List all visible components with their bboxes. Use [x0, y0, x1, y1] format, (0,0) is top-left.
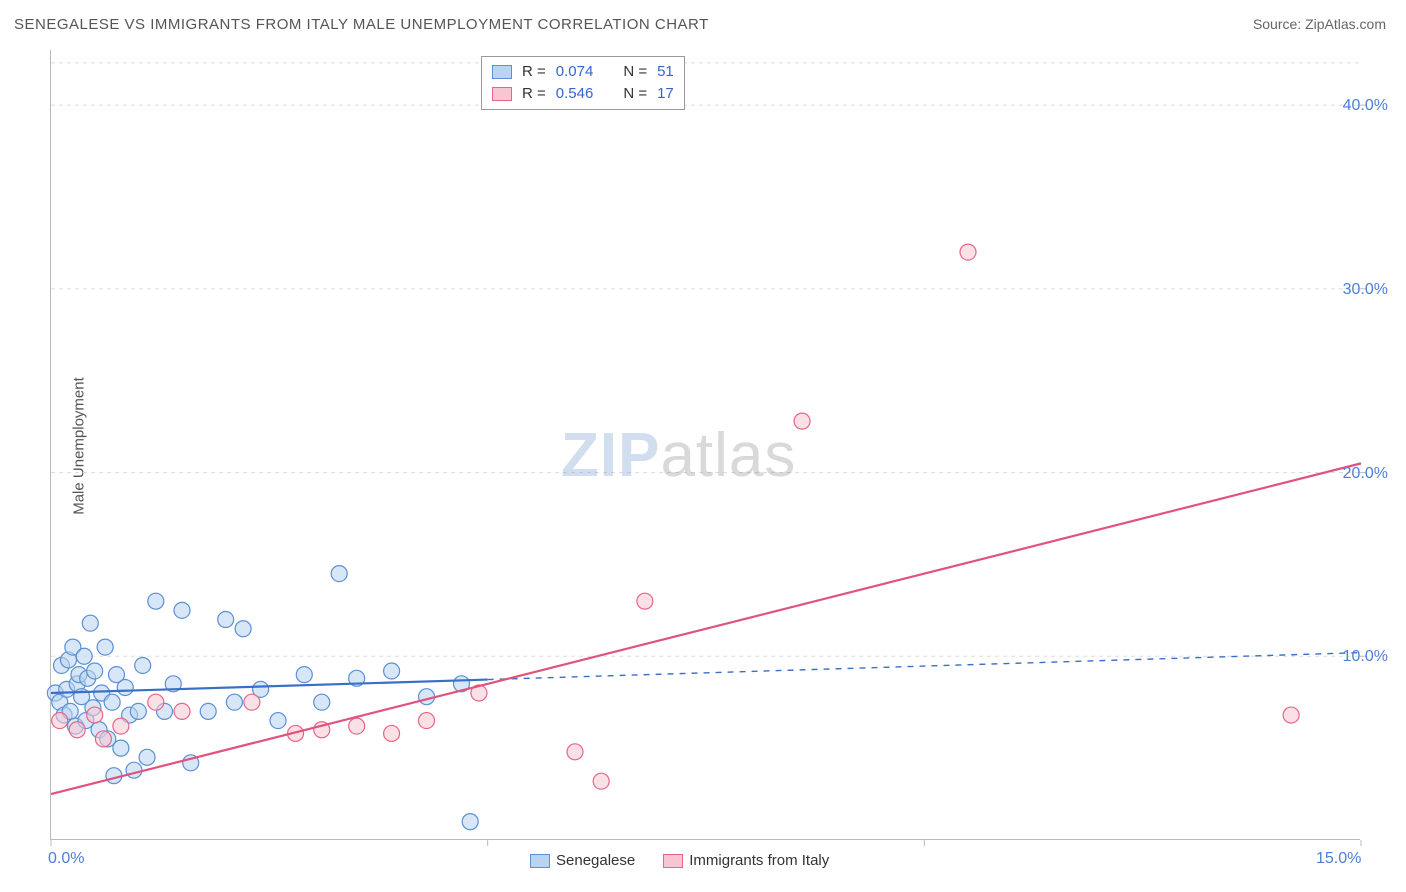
legend-swatch	[663, 854, 683, 868]
y-tick-label: 30.0%	[1343, 281, 1388, 299]
legend-n-value: 51	[657, 61, 674, 83]
series-legend: Senegalese Immigrants from Italy	[530, 852, 829, 869]
x-tick-label: 15.0%	[1316, 850, 1361, 868]
chart-svg	[51, 50, 1361, 840]
legend-row: R = 0.546 N = 17	[492, 83, 674, 105]
legend-swatch	[530, 854, 550, 868]
y-tick-label: 40.0%	[1343, 97, 1388, 115]
legend-r-label: R =	[522, 83, 546, 105]
legend-n-value: 17	[657, 83, 674, 105]
legend-item: Immigrants from Italy	[663, 852, 829, 869]
legend-label: Senegalese	[556, 852, 635, 869]
plot-area: ZIPatlas R =0.074N =51R =0.546N =17	[50, 50, 1360, 840]
legend-swatch	[492, 87, 512, 101]
y-tick-label: 20.0%	[1343, 465, 1388, 483]
legend-item: Senegalese	[530, 852, 635, 869]
legend-row: R = 0.074 N = 51	[492, 61, 674, 83]
legend-r-value: 0.074	[556, 61, 594, 83]
chart-title: SENEGALESE VS IMMIGRANTS FROM ITALY MALE…	[14, 16, 709, 33]
legend-swatch	[492, 65, 512, 79]
legend-n-label: N =	[623, 83, 647, 105]
legend-label: Immigrants from Italy	[689, 852, 829, 869]
legend-r-value: 0.546	[556, 83, 594, 105]
legend-r-label: R =	[522, 61, 546, 83]
chart-container: SENEGALESE VS IMMIGRANTS FROM ITALY MALE…	[0, 0, 1406, 892]
correlation-legend: R = 0.074 N = 51 R = 0.546 N = 17	[481, 56, 685, 110]
source-attribution: Source: ZipAtlas.com	[1253, 16, 1386, 32]
legend-n-label: N =	[623, 61, 647, 83]
y-tick-label: 10.0%	[1343, 648, 1388, 666]
x-tick-label: 0.0%	[48, 850, 84, 868]
